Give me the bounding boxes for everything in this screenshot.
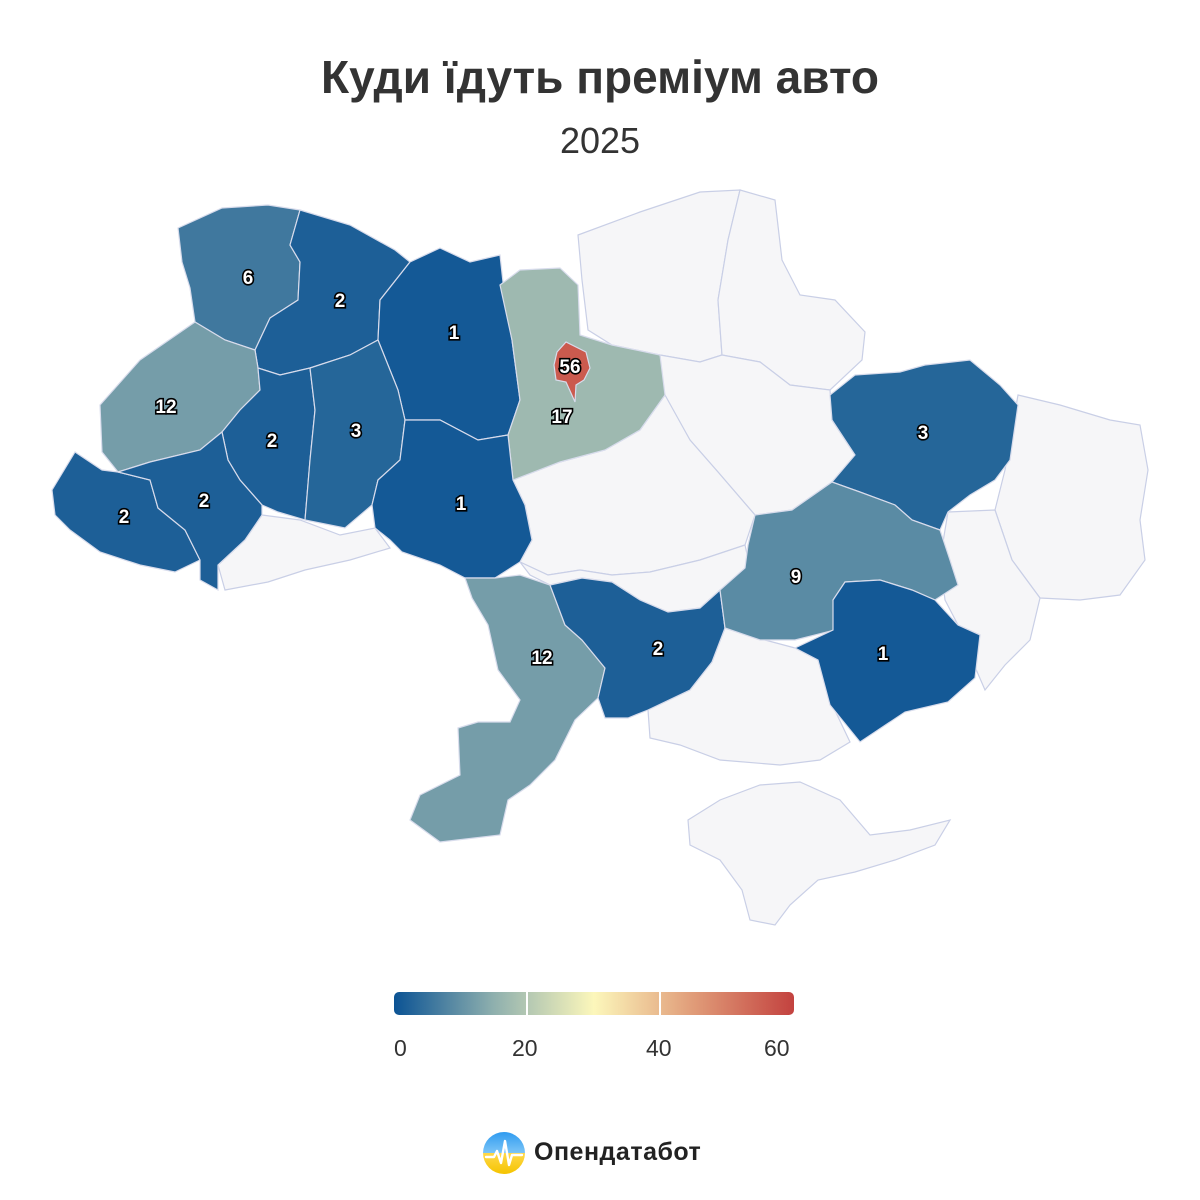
color-scale-legend: 0 20 40 60	[394, 992, 794, 1065]
label-zaporizhzhia: 1	[878, 644, 889, 665]
legend-divider	[526, 992, 528, 1015]
region-labels: 6 2 1 17 56 12 2 3 1 2 2 12 2 3 9 1	[117, 266, 930, 670]
region-zaporizhzhia[interactable]	[793, 579, 981, 743]
region-sumy[interactable]	[717, 189, 866, 391]
brand-name: Опендатабот	[534, 1138, 702, 1166]
map-subtitle: 2025	[559, 120, 641, 161]
label-lviv: 12	[155, 397, 176, 418]
region-crimea[interactable]	[687, 781, 952, 926]
label-kyiv-city: 56	[559, 357, 580, 378]
label-rivne: 2	[335, 291, 346, 312]
legend-tick-20: 20	[512, 1035, 538, 1061]
region-donetsk[interactable]	[939, 509, 1041, 692]
label-odesa: 12	[531, 648, 552, 669]
region-mykolaiv[interactable]	[549, 577, 726, 719]
label-zakarpattia: 2	[119, 507, 130, 528]
region-ivano-frankivsk[interactable]	[115, 430, 263, 592]
region-chernihiv[interactable]	[577, 189, 741, 363]
label-vinnytsia: 1	[456, 494, 467, 515]
label-zhytomyr: 1	[449, 323, 460, 344]
color-scale-bar	[394, 992, 794, 1015]
region-kyiv-city[interactable]	[553, 341, 591, 403]
data-regions	[51, 204, 1019, 843]
label-ivano-frankivsk: 2	[199, 491, 210, 512]
legend-tick-40: 40	[646, 1035, 672, 1061]
region-kharkiv[interactable]	[829, 359, 1019, 531]
brand-footer: Опендатабот	[482, 1130, 701, 1175]
label-kyiv-oblast: 17	[551, 407, 572, 428]
label-khmelnytskyi: 3	[351, 421, 362, 442]
label-mykolaiv: 2	[653, 639, 664, 660]
legend-tick-labels: 0 20 40 60	[394, 1035, 794, 1065]
label-ternopil: 2	[267, 431, 278, 452]
map-title: Куди їдуть преміум авто	[321, 51, 879, 103]
opendatabot-logo-icon	[483, 1131, 525, 1174]
label-volyn: 6	[243, 268, 254, 289]
nodata-regions	[217, 189, 1149, 926]
legend-divider	[659, 992, 661, 1015]
legend-tick-0: 0	[394, 1035, 407, 1061]
label-kharkiv: 3	[918, 423, 929, 444]
label-dnipropetrovsk: 9	[791, 567, 802, 588]
legend-tick-60: 60	[764, 1035, 790, 1061]
